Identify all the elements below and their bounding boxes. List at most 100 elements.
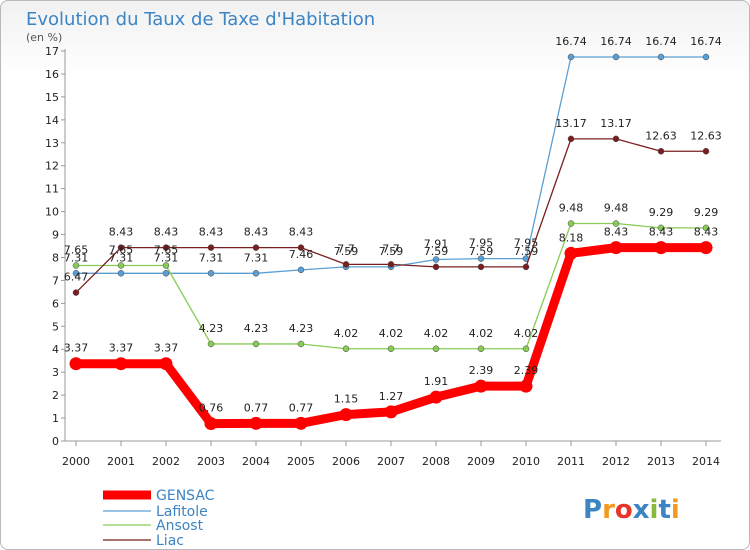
x-tick-label: 2004 [242,455,270,468]
logo-text: Proxiti [583,495,680,525]
data-label: 4.02 [514,327,539,340]
data-label: 16.74 [600,35,632,48]
data-label: 2.39 [514,364,539,377]
data-point [297,244,305,251]
data-label: 7.31 [244,251,269,264]
data-point [162,270,170,277]
logo-letter: x [633,495,650,525]
data-label: 7.65 [154,244,179,257]
x-tick-label: 2014 [692,455,720,468]
data-point [522,263,530,271]
data-point [69,357,83,371]
data-label: 1.15 [334,393,359,406]
y-tick-label: 7 [52,274,59,287]
data-label: 7.31 [154,251,179,264]
legend-label-ansost: Ansost [156,518,204,534]
data-label: 7.59 [469,245,494,258]
data-point [72,262,80,269]
data-point [339,408,353,422]
x-tick-label: 2005 [287,455,315,468]
logo-letter: o [615,495,633,525]
data-label: 16.74 [555,35,587,48]
data-point [477,263,485,271]
data-point [159,357,173,371]
y-tick-label: 11 [45,183,59,196]
data-label: 8.43 [649,226,674,239]
data-point [387,261,395,268]
data-point [612,220,620,227]
data-label: 4.23 [244,322,269,335]
data-label: 7.7 [382,242,400,255]
series-line-lafitole [75,56,707,274]
x-tick-label: 2008 [422,455,450,468]
data-point [72,270,80,277]
data-label: 12.63 [645,129,677,142]
chart-subtitle: (en %) [26,31,62,44]
data-label: 16.74 [690,35,722,48]
logo-letter: P [583,495,602,525]
data-label: 6.47 [64,271,89,284]
data-label: 7.91 [424,238,449,251]
chart-title: Evolution du Taux de Taxe d'Habitation [26,9,375,30]
y-tick-label: 5 [52,320,59,333]
data-label: 3.37 [154,342,179,355]
data-label: 13.17 [600,117,632,130]
data-point [204,417,218,431]
data-label: 4.02 [379,327,404,340]
data-label: 0.77 [289,401,314,414]
data-point [207,244,215,251]
data-label: 7.59 [379,245,404,258]
data-point [114,357,128,371]
data-label: 3.37 [109,342,134,355]
data-point [72,289,80,296]
data-point [252,244,260,251]
y-tick-label: 0 [52,435,59,448]
legend-label-gensac: GENSAC [156,488,215,504]
data-label: 7.59 [514,245,539,258]
data-point [567,135,575,143]
data-label: 8.43 [199,226,224,239]
data-label: 7.31 [109,251,134,264]
data-point [657,53,665,61]
x-tick-label: 2011 [557,455,585,468]
data-label: 4.02 [469,327,494,340]
data-label: 9.29 [694,206,719,219]
data-label: 13.17 [555,117,587,130]
data-point [297,266,305,274]
data-label: 7.65 [64,244,89,257]
data-point [432,345,440,353]
data-label: 7.95 [469,237,494,250]
data-point [702,224,710,232]
data-label: 3.37 [64,342,89,355]
data-label: 8.43 [244,226,269,239]
x-tick-label: 2000 [62,455,90,468]
data-point [519,379,533,393]
data-point [429,390,443,404]
x-tick-label: 2009 [467,455,495,468]
data-point [297,340,305,348]
x-tick-label: 2006 [332,455,360,468]
y-tick-label: 12 [45,160,59,173]
data-point [612,53,620,61]
y-tick-label: 9 [52,229,59,242]
data-point [252,270,260,277]
x-tick-label: 2010 [512,455,540,468]
data-point [342,345,350,353]
data-label: 8.18 [559,231,584,244]
data-point [249,416,263,430]
data-point [474,379,488,393]
data-point [342,261,350,268]
y-tick-label: 13 [45,137,59,150]
y-tick-label: 6 [52,297,59,310]
y-tick-label: 15 [45,91,59,104]
data-point [654,241,668,255]
data-label: 0.76 [199,402,224,415]
data-label: 1.91 [424,375,449,388]
data-point [609,241,623,255]
logo-letter: i [671,495,680,525]
data-point [657,224,665,232]
data-label: 7.31 [64,251,89,264]
data-label: 7.95 [514,237,539,250]
